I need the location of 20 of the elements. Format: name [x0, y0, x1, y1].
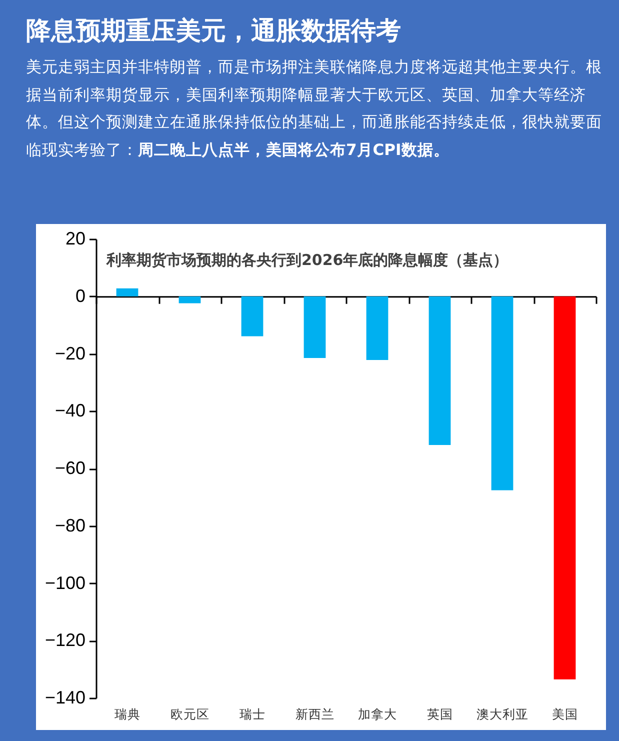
y-tick-label: 20: [65, 228, 86, 248]
x-tick-label: 新西兰: [295, 706, 334, 722]
x-tick-label: 澳大利亚: [476, 706, 528, 722]
x-tick-label: 瑞士: [239, 706, 266, 722]
y-tick-label: −40: [54, 400, 86, 421]
x-tick-label: 英国: [426, 706, 453, 722]
x-tick-label: 加拿大: [358, 706, 397, 722]
y-tick-label: −100: [44, 572, 86, 593]
x-tick-label: 欧元区: [170, 706, 210, 722]
x-tick-label: 美国: [552, 706, 578, 722]
y-tick-label: −20: [54, 343, 86, 364]
text: 周二晚上八点半，美国将公布7月CPI数据。: [138, 140, 450, 158]
chart-title: 降息预期重压美元，通胀数据待考: [25, 15, 402, 47]
y-tick-label: −140: [44, 688, 86, 708]
annotation: 利率期货市场预期的各央行到2026年底的降息幅度（基点）: [105, 251, 508, 269]
y-tick-label: −80: [54, 515, 86, 536]
y-tick-label: −120: [44, 630, 86, 650]
y-tick-label: 0: [75, 286, 86, 306]
y-tick-label: −60: [54, 458, 86, 478]
x-tick-label: 瑞典: [114, 706, 140, 722]
